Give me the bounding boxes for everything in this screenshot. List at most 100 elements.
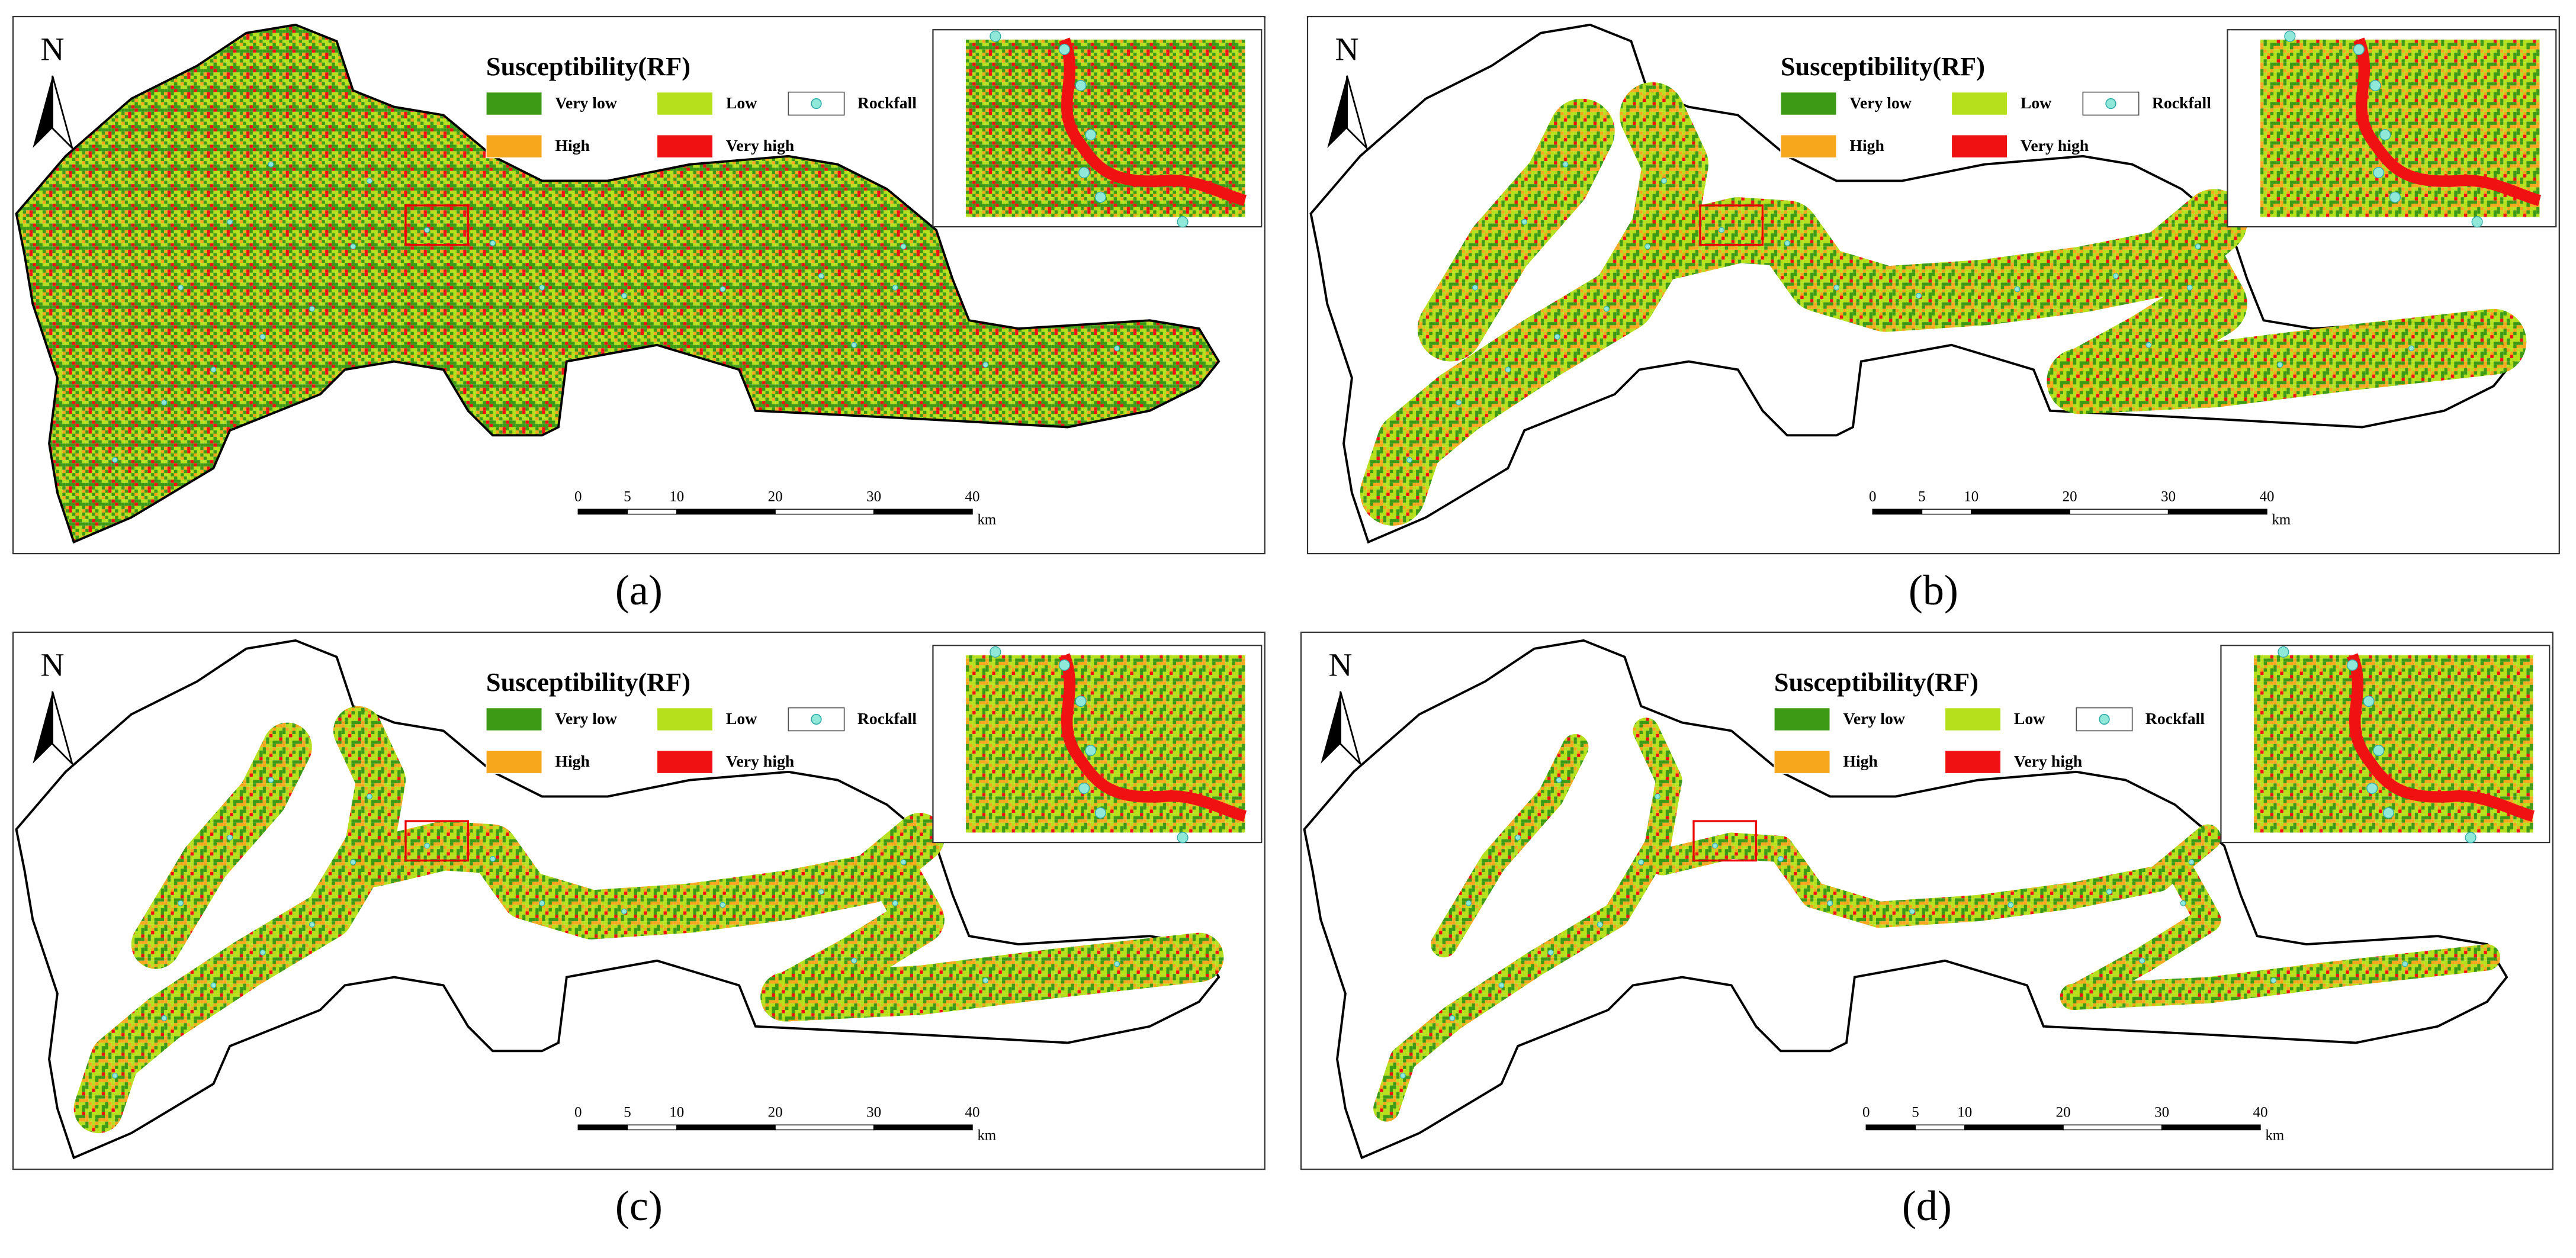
rockfall-point <box>1556 777 1562 783</box>
inset-rockfall <box>990 646 1001 658</box>
north-arrow <box>1346 75 1369 151</box>
legend-swatch <box>656 750 714 774</box>
legend-label: Very low <box>1849 94 1912 112</box>
zoom-box <box>1692 820 1758 862</box>
rockfall-point <box>177 900 184 906</box>
rockfall-point <box>490 855 496 862</box>
scale-label: 40 <box>2260 489 2275 505</box>
rockfall-point <box>818 889 824 895</box>
rockfall-point <box>1562 161 1569 168</box>
inset-rockfall <box>1075 79 1087 92</box>
rockfall-point <box>366 793 372 800</box>
rockfall-point <box>366 178 372 184</box>
rockfall-point <box>1554 333 1560 340</box>
scale-unit: km <box>2272 511 2291 527</box>
inset-rockfall <box>2379 129 2391 141</box>
rockfall-point <box>851 342 857 348</box>
rockfall-point <box>2106 889 2112 895</box>
scale-label: 20 <box>2063 489 2077 505</box>
rockfall-point <box>1515 834 1521 841</box>
legend-swatch <box>1780 134 1837 159</box>
scale-segment <box>1964 1124 2064 1131</box>
inset-rockfall <box>1058 43 1070 56</box>
rockfall-point <box>309 305 315 312</box>
legend-title: Susceptibility(RF) <box>486 52 690 81</box>
legend-swatch <box>656 134 714 159</box>
inset-rockfall <box>2346 659 2358 671</box>
scale-segment <box>627 509 677 515</box>
north-label: N <box>1335 32 1359 68</box>
scale-label: 30 <box>866 1105 881 1121</box>
rockfall-point <box>892 284 898 291</box>
rockfall-point <box>1827 900 1833 906</box>
rockfall-point <box>1505 366 1511 373</box>
panel-label: (b) <box>1909 567 1958 614</box>
rockfall-point <box>1498 982 1505 989</box>
scale-segment <box>775 509 875 515</box>
inset-rockfall <box>2363 695 2375 707</box>
buffer-corridor <box>1373 718 1682 1122</box>
legend-label: Very high <box>726 752 794 771</box>
inset-rockfall <box>1094 191 1106 203</box>
scale-label: 20 <box>768 489 783 505</box>
north-label: N <box>41 648 65 684</box>
scale-label: 5 <box>1912 1105 1919 1121</box>
rockfall-point <box>1909 908 1915 915</box>
inset-river <box>1059 37 1247 207</box>
rockfall-point <box>720 286 726 292</box>
rockfall-point <box>2014 286 2021 292</box>
scale-label: 30 <box>866 489 881 505</box>
inset-rockfall <box>1078 166 1090 179</box>
scale-label: 40 <box>965 1105 980 1121</box>
rockfall-point <box>2139 957 2145 964</box>
buffer-corridor <box>2063 862 2221 1011</box>
map-panel: N Susceptibility(RF) Very low Low Rockfall Hi… <box>1306 15 2560 614</box>
rockfall-point <box>1449 1015 1456 1021</box>
rockfall-point <box>539 284 545 291</box>
map <box>1303 639 2508 1160</box>
rockfall-point <box>161 1015 168 1021</box>
legend-title: Susceptibility(RF) <box>486 667 690 697</box>
scale-label: 0 <box>574 489 582 505</box>
legend-title: Susceptibility(RF) <box>1774 667 1978 697</box>
zoom-box <box>404 820 470 862</box>
legend-swatch <box>1774 750 1830 774</box>
scale-segment <box>2161 1124 2261 1131</box>
scale-segment <box>1872 509 1923 515</box>
scale-label: 5 <box>1918 489 1925 505</box>
map-panel: N Susceptibility(RF) Very low Low Rockfall Hi… <box>12 631 1265 1230</box>
rockfall-point <box>268 161 274 168</box>
inset-rockfall <box>2353 43 2365 56</box>
inset-rockfall <box>990 30 1001 42</box>
rockfall-point <box>227 834 233 841</box>
panel-label: (a) <box>615 567 663 614</box>
rockfall-point <box>1915 292 1922 299</box>
rockfall-point <box>1654 793 1660 800</box>
rockfall-point <box>1597 921 1603 928</box>
inset-rockfall <box>1085 745 1097 757</box>
inset-rockfall <box>1094 807 1106 819</box>
scale-segment <box>873 1124 973 1131</box>
rockfall-point <box>1784 240 1791 246</box>
scale-label: 20 <box>2056 1105 2071 1121</box>
buffer-corridor <box>1649 824 2221 928</box>
scale-label: 30 <box>2154 1105 2169 1121</box>
scale-segment <box>627 1124 677 1131</box>
rockfall-point <box>2112 273 2119 279</box>
panel-label: (d) <box>1902 1182 1952 1230</box>
scale-label: 10 <box>1957 1105 1972 1121</box>
legend-swatch <box>1944 707 2002 732</box>
scale-label: 10 <box>669 1105 684 1121</box>
inset-rockfall <box>2373 166 2385 179</box>
rockfall-point <box>1399 1072 1406 1079</box>
rockfall-point <box>177 284 184 291</box>
legend-label: Rockfall <box>857 94 917 112</box>
legend-label: Very low <box>1843 710 1905 728</box>
legend-swatch <box>788 91 845 116</box>
scale-segment <box>2063 1124 2163 1131</box>
scale-segment <box>1921 509 1972 515</box>
inset-rockfall <box>2369 79 2381 92</box>
scale-segment <box>1865 1124 1916 1131</box>
scale-label: 0 <box>574 1105 582 1121</box>
rockfall-point <box>259 333 266 340</box>
